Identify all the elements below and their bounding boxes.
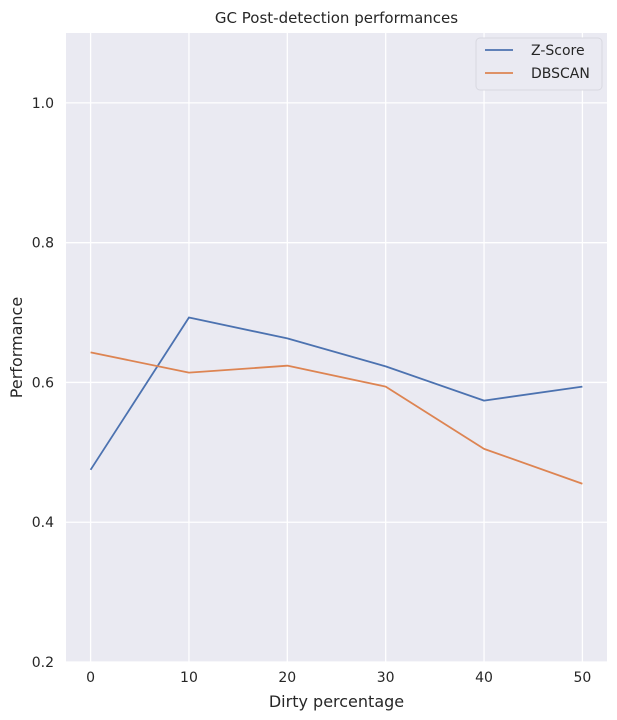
y-tick-label-0-8: 0.8 bbox=[32, 236, 54, 252]
x-tick-label-30: 30 bbox=[377, 670, 395, 686]
plot-area bbox=[66, 33, 607, 662]
grid-lines bbox=[66, 33, 607, 663]
legend-label-z-score: Z-Score bbox=[531, 43, 585, 59]
y-axis-label: Performance bbox=[7, 297, 26, 398]
legend-label-dbscan: DBSCAN bbox=[531, 66, 590, 82]
x-tick-label-50: 50 bbox=[573, 670, 591, 686]
y-tick-label-1: 1.0 bbox=[32, 96, 54, 112]
x-tick-label-20: 20 bbox=[278, 670, 296, 686]
y-tick-label-0-6: 0.6 bbox=[32, 375, 54, 391]
legend: Z-Score DBSCAN bbox=[475, 37, 603, 91]
y-tick-label-0-4: 0.4 bbox=[32, 515, 54, 531]
chart-title: GC Post-detection performances bbox=[215, 9, 458, 27]
y-tick-label-0-2: 0.2 bbox=[32, 655, 54, 671]
y-tick-labels: 0.2 0.4 0.6 0.8 1.0 bbox=[32, 96, 54, 671]
x-tick-label-10: 10 bbox=[180, 670, 198, 686]
legend-box bbox=[475, 37, 603, 91]
x-axis-label: Dirty percentage bbox=[269, 692, 404, 711]
x-tick-labels: 0 10 20 30 40 50 bbox=[86, 670, 591, 686]
x-tick-label-0: 0 bbox=[86, 670, 95, 686]
x-tick-label-40: 40 bbox=[475, 670, 493, 686]
series-line-dbscan bbox=[90, 351, 583, 485]
series-lines bbox=[89, 316, 583, 485]
series-line-z-score bbox=[89, 316, 583, 471]
